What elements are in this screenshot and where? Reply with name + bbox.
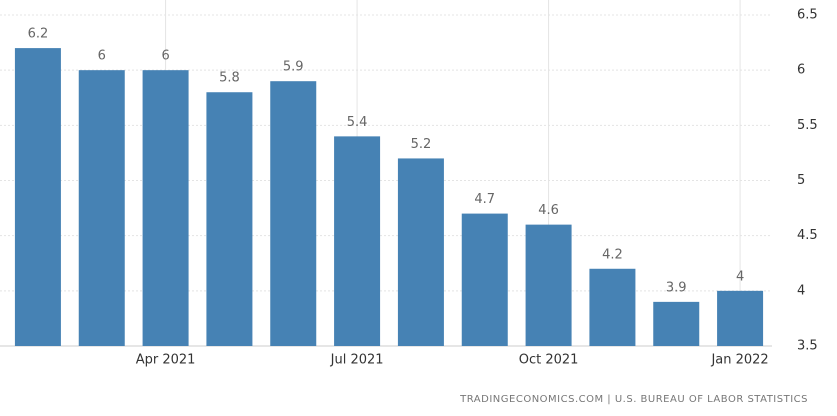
x-tick-label: Jul 2021 bbox=[330, 353, 384, 368]
value-label: 4 bbox=[736, 269, 744, 284]
x-tick-label: Jan 2022 bbox=[710, 353, 768, 368]
value-label: 4.7 bbox=[474, 192, 495, 207]
bar bbox=[397, 158, 444, 346]
bar bbox=[270, 81, 317, 346]
x-tick-label: Oct 2021 bbox=[519, 353, 579, 368]
y-tick-label: 4.5 bbox=[797, 228, 818, 243]
value-label: 4.6 bbox=[538, 203, 559, 218]
bar bbox=[589, 268, 636, 346]
value-label: 6 bbox=[98, 49, 106, 64]
x-tick-label: Apr 2021 bbox=[136, 353, 196, 368]
value-label: 5.2 bbox=[411, 137, 432, 152]
value-label: 4.2 bbox=[602, 247, 623, 262]
y-tick-label: 5 bbox=[797, 173, 805, 188]
bar bbox=[334, 136, 381, 346]
value-label: 6.2 bbox=[28, 27, 49, 42]
y-tick-label: 4 bbox=[797, 283, 805, 298]
y-tick-label: 6 bbox=[797, 63, 805, 78]
bar bbox=[14, 48, 61, 346]
bar bbox=[142, 70, 189, 347]
value-label: 6 bbox=[161, 49, 169, 64]
y-tick-label: 6.5 bbox=[797, 8, 818, 23]
source-note: TRADINGECONOMICS.COM | U.S. BUREAU OF LA… bbox=[459, 394, 808, 405]
value-label: 3.9 bbox=[666, 280, 687, 295]
value-label: 5.9 bbox=[283, 60, 304, 75]
bar bbox=[525, 224, 572, 346]
bar bbox=[653, 301, 700, 346]
bar bbox=[78, 70, 125, 347]
bar bbox=[461, 213, 508, 346]
y-tick-label: 3.5 bbox=[797, 339, 818, 354]
bar bbox=[206, 92, 253, 346]
value-label: 5.8 bbox=[219, 71, 240, 86]
value-label: 5.4 bbox=[347, 115, 368, 130]
bar bbox=[717, 290, 764, 346]
y-tick-label: 5.5 bbox=[797, 118, 818, 133]
